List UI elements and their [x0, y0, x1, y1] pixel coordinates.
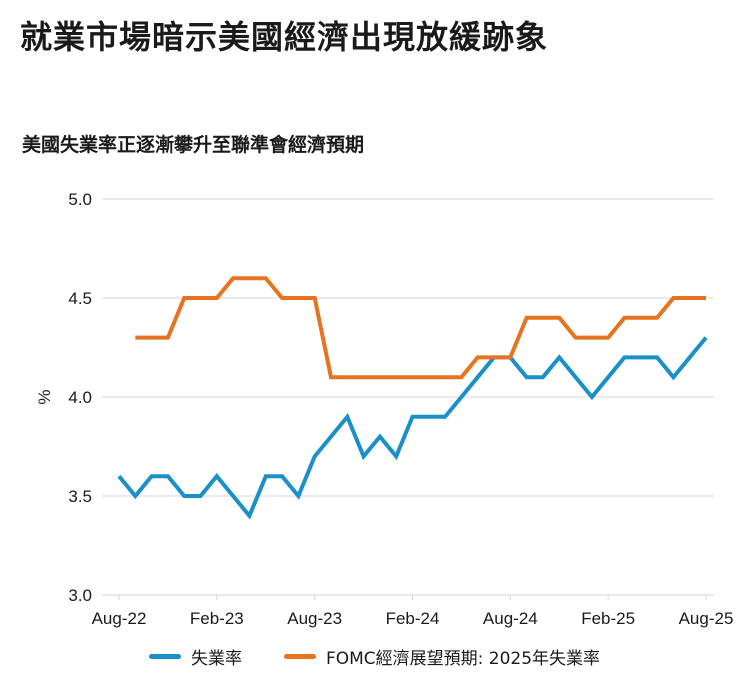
- legend-swatch-unemployment: [148, 654, 181, 659]
- x-tick-label: Aug-25: [679, 609, 734, 628]
- x-tick-label: Feb-24: [386, 609, 440, 628]
- legend: 失業率 FOMC經濟展望預期: 2025年失業率: [0, 644, 749, 669]
- gridlines: [102, 198, 714, 596]
- x-tick-label: Feb-23: [190, 609, 244, 628]
- x-tick-label: Aug-22: [92, 609, 147, 628]
- y-tick-label: 4.5: [68, 289, 92, 308]
- x-tick-label: Aug-24: [483, 609, 538, 628]
- legend-swatch-fomc-projection: [283, 654, 316, 659]
- y-tick-label: 5.0: [68, 190, 92, 209]
- legend-item-unemployment: 失業率: [148, 644, 242, 669]
- y-tick-label: 3.5: [68, 487, 92, 506]
- series-line-fomc-projection: [135, 276, 706, 380]
- y-axis-title: %: [35, 389, 54, 404]
- legend-label-unemployment: 失業率: [190, 649, 242, 669]
- x-axis-ticks: Aug-22 Feb-23 Aug-23 Feb-24 Aug-24 Feb-25 Aug-…: [92, 595, 734, 628]
- x-tick-label: Feb-25: [581, 609, 635, 628]
- page-title: 就業市場暗示美國經濟出現放緩跡象: [20, 18, 549, 56]
- y-tick-label: 4.0: [68, 388, 92, 407]
- legend-item-fomc-projection: FOMC經濟展望預期: 2025年失業率: [283, 644, 601, 669]
- chart-subtitle: 美國失業率正逐漸攀升至聯準會經濟預期: [22, 134, 365, 156]
- y-tick-label: 3.0: [68, 586, 92, 605]
- series-line-unemployment: [117, 336, 708, 520]
- legend-label-fomc-projection: FOMC經濟展望預期: 2025年失業率: [325, 649, 601, 669]
- series-lines: [117, 276, 708, 520]
- x-tick-label: Aug-23: [287, 609, 342, 628]
- y-axis-ticks: 5.0 4.5 4.0 3.5 3.0: [68, 190, 92, 605]
